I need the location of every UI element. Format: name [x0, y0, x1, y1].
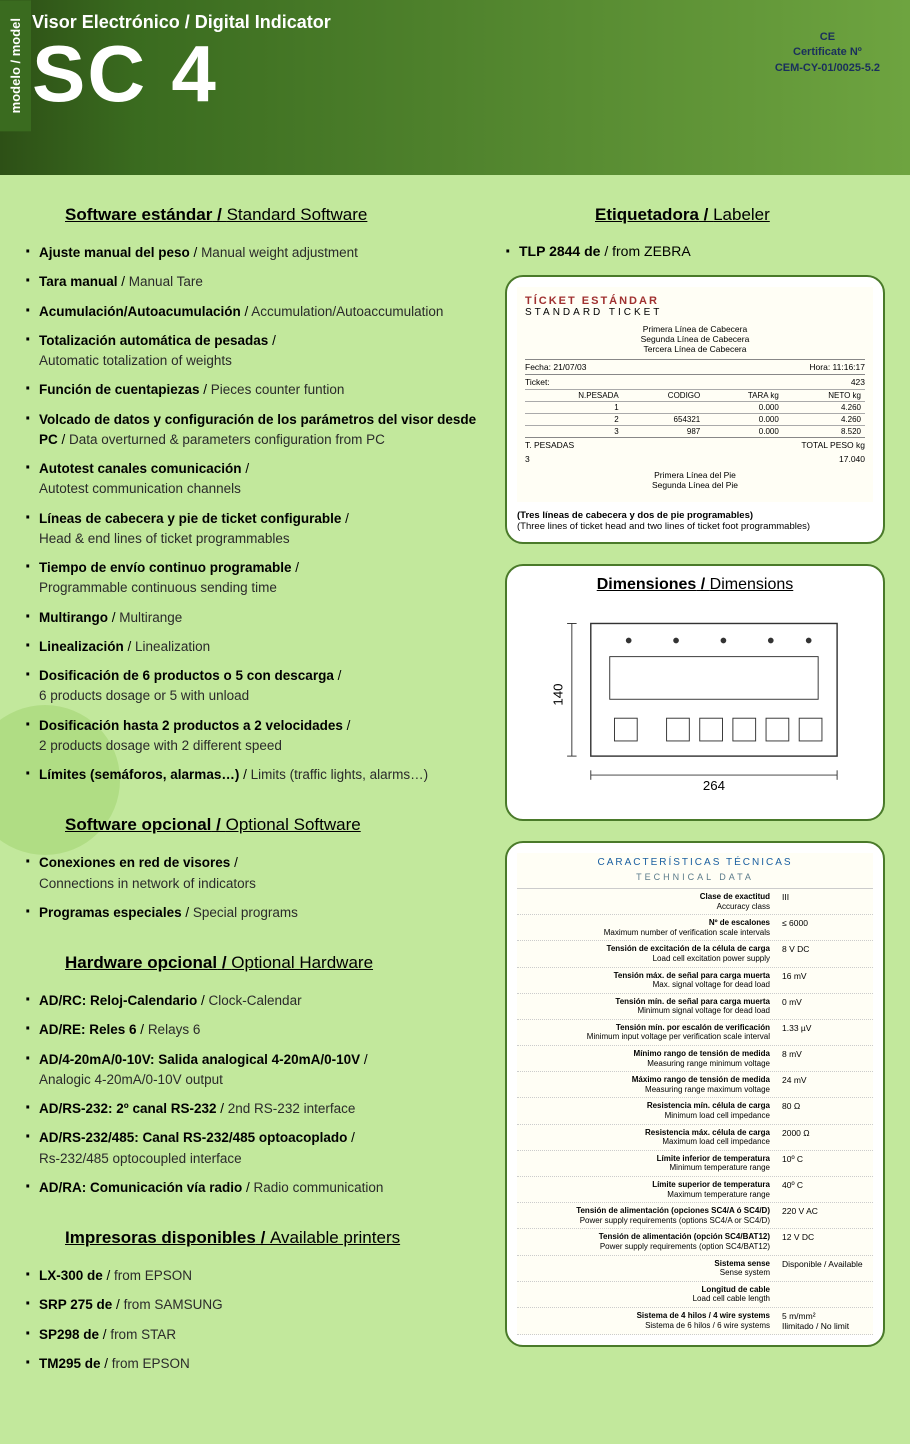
- feature-item: Linealización / Linealization: [25, 637, 485, 657]
- dim-width: 264: [703, 778, 725, 793]
- feature-item: AD/RS-232/485: Canal RS-232/485 optoacop…: [25, 1128, 485, 1169]
- feature-item: Función de cuentapiezas / Pieces counter…: [25, 380, 485, 400]
- feature-item: Autotest canales comunicación /Autotest …: [25, 459, 485, 500]
- feature-item: AD/RA: Comunicación vía radio / Radio co…: [25, 1178, 485, 1198]
- tech-row: Resistencia máx. célula de cargaMaximum …: [517, 1125, 873, 1151]
- feature-item: SP298 de / from STAR: [25, 1325, 485, 1345]
- tech-title-es: CARACTERÍSTICAS TÉCNICAS: [517, 853, 873, 872]
- feature-item: Conexiones en red de visores /Connection…: [25, 853, 485, 894]
- feature-item: Dosificación hasta 2 productos a 2 veloc…: [25, 716, 485, 757]
- ticket-sample: TÍCKET ESTÁNDAR STANDARD TICKET Primera …: [517, 287, 873, 502]
- ticket-row: 10.0004.260: [525, 401, 865, 413]
- section-title-printers: Impresoras disponibles / Available print…: [65, 1228, 485, 1248]
- feature-item: AD/RE: Reles 6 / Relays 6: [25, 1020, 485, 1040]
- hardware-opt-list: AD/RC: Reloj-Calendario / Clock-Calendar…: [25, 991, 485, 1198]
- feature-item: Dosificación de 6 productos o 5 con desc…: [25, 666, 485, 707]
- ticket-head-en: STANDARD TICKET: [525, 307, 865, 318]
- certificate-box: CE Certificate Nº CEM-CY-01/0025-5.2: [775, 30, 880, 76]
- cert-line-1: CE: [775, 30, 880, 45]
- tech-table: CARACTERÍSTICAS TÉCNICAS TECHNICAL DATA …: [517, 853, 873, 1335]
- feature-item: Programas especiales / Special programs: [25, 903, 485, 923]
- feature-item: Tara manual / Manual Tare: [25, 272, 485, 292]
- dim-height: 140: [550, 683, 565, 705]
- section-title-labeler: Etiquetadora / Labeler: [595, 205, 885, 225]
- cert-line-3: CEM-CY-01/0025-5.2: [775, 61, 880, 76]
- tech-title-en: TECHNICAL DATA: [517, 872, 873, 889]
- ticket-number-row: Ticket: 423: [525, 374, 865, 389]
- tech-data-panel: CARACTERÍSTICAS TÉCNICAS TECHNICAL DATA …: [505, 841, 885, 1347]
- tech-row: Resistencia mín. célula de cargaMinimum …: [517, 1098, 873, 1124]
- ticket-date-row: Fecha: 21/07/03 Hora: 11:16:17: [525, 359, 865, 374]
- feature-item: AD/RS-232: 2º canal RS-232 / 2nd RS-232 …: [25, 1099, 485, 1119]
- tech-row: Mínimo rango de tensión de medidaMeasuri…: [517, 1046, 873, 1072]
- ticket-total-value-row: 3 17.040: [525, 452, 865, 466]
- dimensions-panel: Dimensiones / Dimensions 140: [505, 564, 885, 821]
- labeler-item: TLP 2844 de / from ZEBRA: [505, 243, 885, 259]
- section-title-hardware-opt: Hardware opcional / Optional Hardware: [65, 953, 485, 973]
- feature-item: Totalización automática de pesadas /Auto…: [25, 331, 485, 372]
- tech-row: Tensión máx. de señal para carga muertaM…: [517, 968, 873, 994]
- feature-item: TM295 de / from EPSON: [25, 1354, 485, 1374]
- tech-row: Nº de escalonesMaximum number of verific…: [517, 915, 873, 941]
- feature-item: Límites (semáforos, alarmas…) / Limits (…: [25, 765, 485, 785]
- feature-item: AD/4-20mA/0-10V: Salida analogical 4-20m…: [25, 1050, 485, 1091]
- ticket-note: (Tres líneas de cabecera y dos de pie pr…: [517, 510, 873, 532]
- header: modelo / model Visor Electrónico / Digit…: [0, 0, 910, 175]
- feature-item: Tiempo de envío continuo programable /Pr…: [25, 558, 485, 599]
- tech-row: Máximo rango de tensión de medidaMeasuri…: [517, 1072, 873, 1098]
- left-column: Software estándar / Standard Software Aj…: [25, 205, 485, 1404]
- tech-row: Sistema de 4 hilos / 4 wire systemsSiste…: [517, 1308, 873, 1335]
- header-content: Visor Electrónico / Digital Indicator SC…: [31, 0, 910, 175]
- dimensions-title: Dimensiones / Dimensions: [517, 576, 873, 594]
- ticket-row: 26543210.0004.260: [525, 413, 865, 425]
- ticket-total-label-row: T. PESADAS TOTAL PESO kg: [525, 437, 865, 452]
- section-title-software-opt: Software opcional / Optional Software: [65, 815, 485, 835]
- ticket-header-lines: Primera Línea de Cabecera Segunda Línea …: [525, 324, 865, 355]
- tech-row: Tensión mín. de señal para carga muertaM…: [517, 994, 873, 1020]
- tech-row: Límite superior de temperaturaMaximum te…: [517, 1177, 873, 1203]
- section-title-software-std: Software estándar / Standard Software: [65, 205, 485, 225]
- ticket-panel: TÍCKET ESTÁNDAR STANDARD TICKET Primera …: [505, 275, 885, 544]
- printers-list: LX-300 de / from EPSON SRP 275 de / from …: [25, 1266, 485, 1374]
- tech-row: Tensión de alimentación (opción SC4/BAT1…: [517, 1229, 873, 1255]
- dimensions-diagram: 140 264: [517, 604, 873, 809]
- tech-row: Tensión mín. por escalón de verificación…: [517, 1020, 873, 1046]
- ticket-table: N.PESADACODIGOTARA kgNETO kg 10.0004.260…: [525, 389, 865, 437]
- feature-item: SRP 275 de / from SAMSUNG: [25, 1295, 485, 1315]
- right-column: Etiquetadora / Labeler TLP 2844 de / fro…: [505, 205, 885, 1404]
- tech-row: Tensión de excitación de la célula de ca…: [517, 941, 873, 967]
- model-label: modelo / model: [0, 0, 31, 131]
- tech-row: Límite inferior de temperaturaMinimum te…: [517, 1151, 873, 1177]
- software-opt-list: Conexiones en red de visores /Connection…: [25, 853, 485, 923]
- feature-item: Acumulación/Autoacumulación / Accumulati…: [25, 302, 485, 322]
- ticket-head-es: TÍCKET ESTÁNDAR: [525, 295, 865, 307]
- main-content: Software estándar / Standard Software Aj…: [0, 175, 910, 1444]
- cert-line-2: Certificate Nº: [775, 45, 880, 60]
- feature-item: Volcado de datos y configuración de los …: [25, 410, 485, 451]
- tech-row: Sistema senseSense systemDisponible / Av…: [517, 1256, 873, 1282]
- feature-item: Líneas de cabecera y pie de ticket confi…: [25, 509, 485, 550]
- ticket-row: 39870.0008.520: [525, 425, 865, 437]
- feature-item: AD/RC: Reloj-Calendario / Clock-Calendar: [25, 991, 485, 1011]
- feature-item: Ajuste manual del peso / Manual weight a…: [25, 243, 485, 263]
- tech-row: Longitud de cableLoad cell cable length: [517, 1282, 873, 1308]
- tech-row: Clase de exactitudAccuracy classIII: [517, 889, 873, 915]
- feature-item: LX-300 de / from EPSON: [25, 1266, 485, 1286]
- feature-item: Multirango / Multirange: [25, 608, 485, 628]
- device-svg: 140 264: [527, 614, 863, 794]
- software-std-list: Ajuste manual del peso / Manual weight a…: [25, 243, 485, 785]
- ticket-footer-lines: Primera Línea del Pie Segunda Línea del …: [525, 470, 865, 490]
- tech-row: Tensión de alimentación (opciones SC4/A …: [517, 1203, 873, 1229]
